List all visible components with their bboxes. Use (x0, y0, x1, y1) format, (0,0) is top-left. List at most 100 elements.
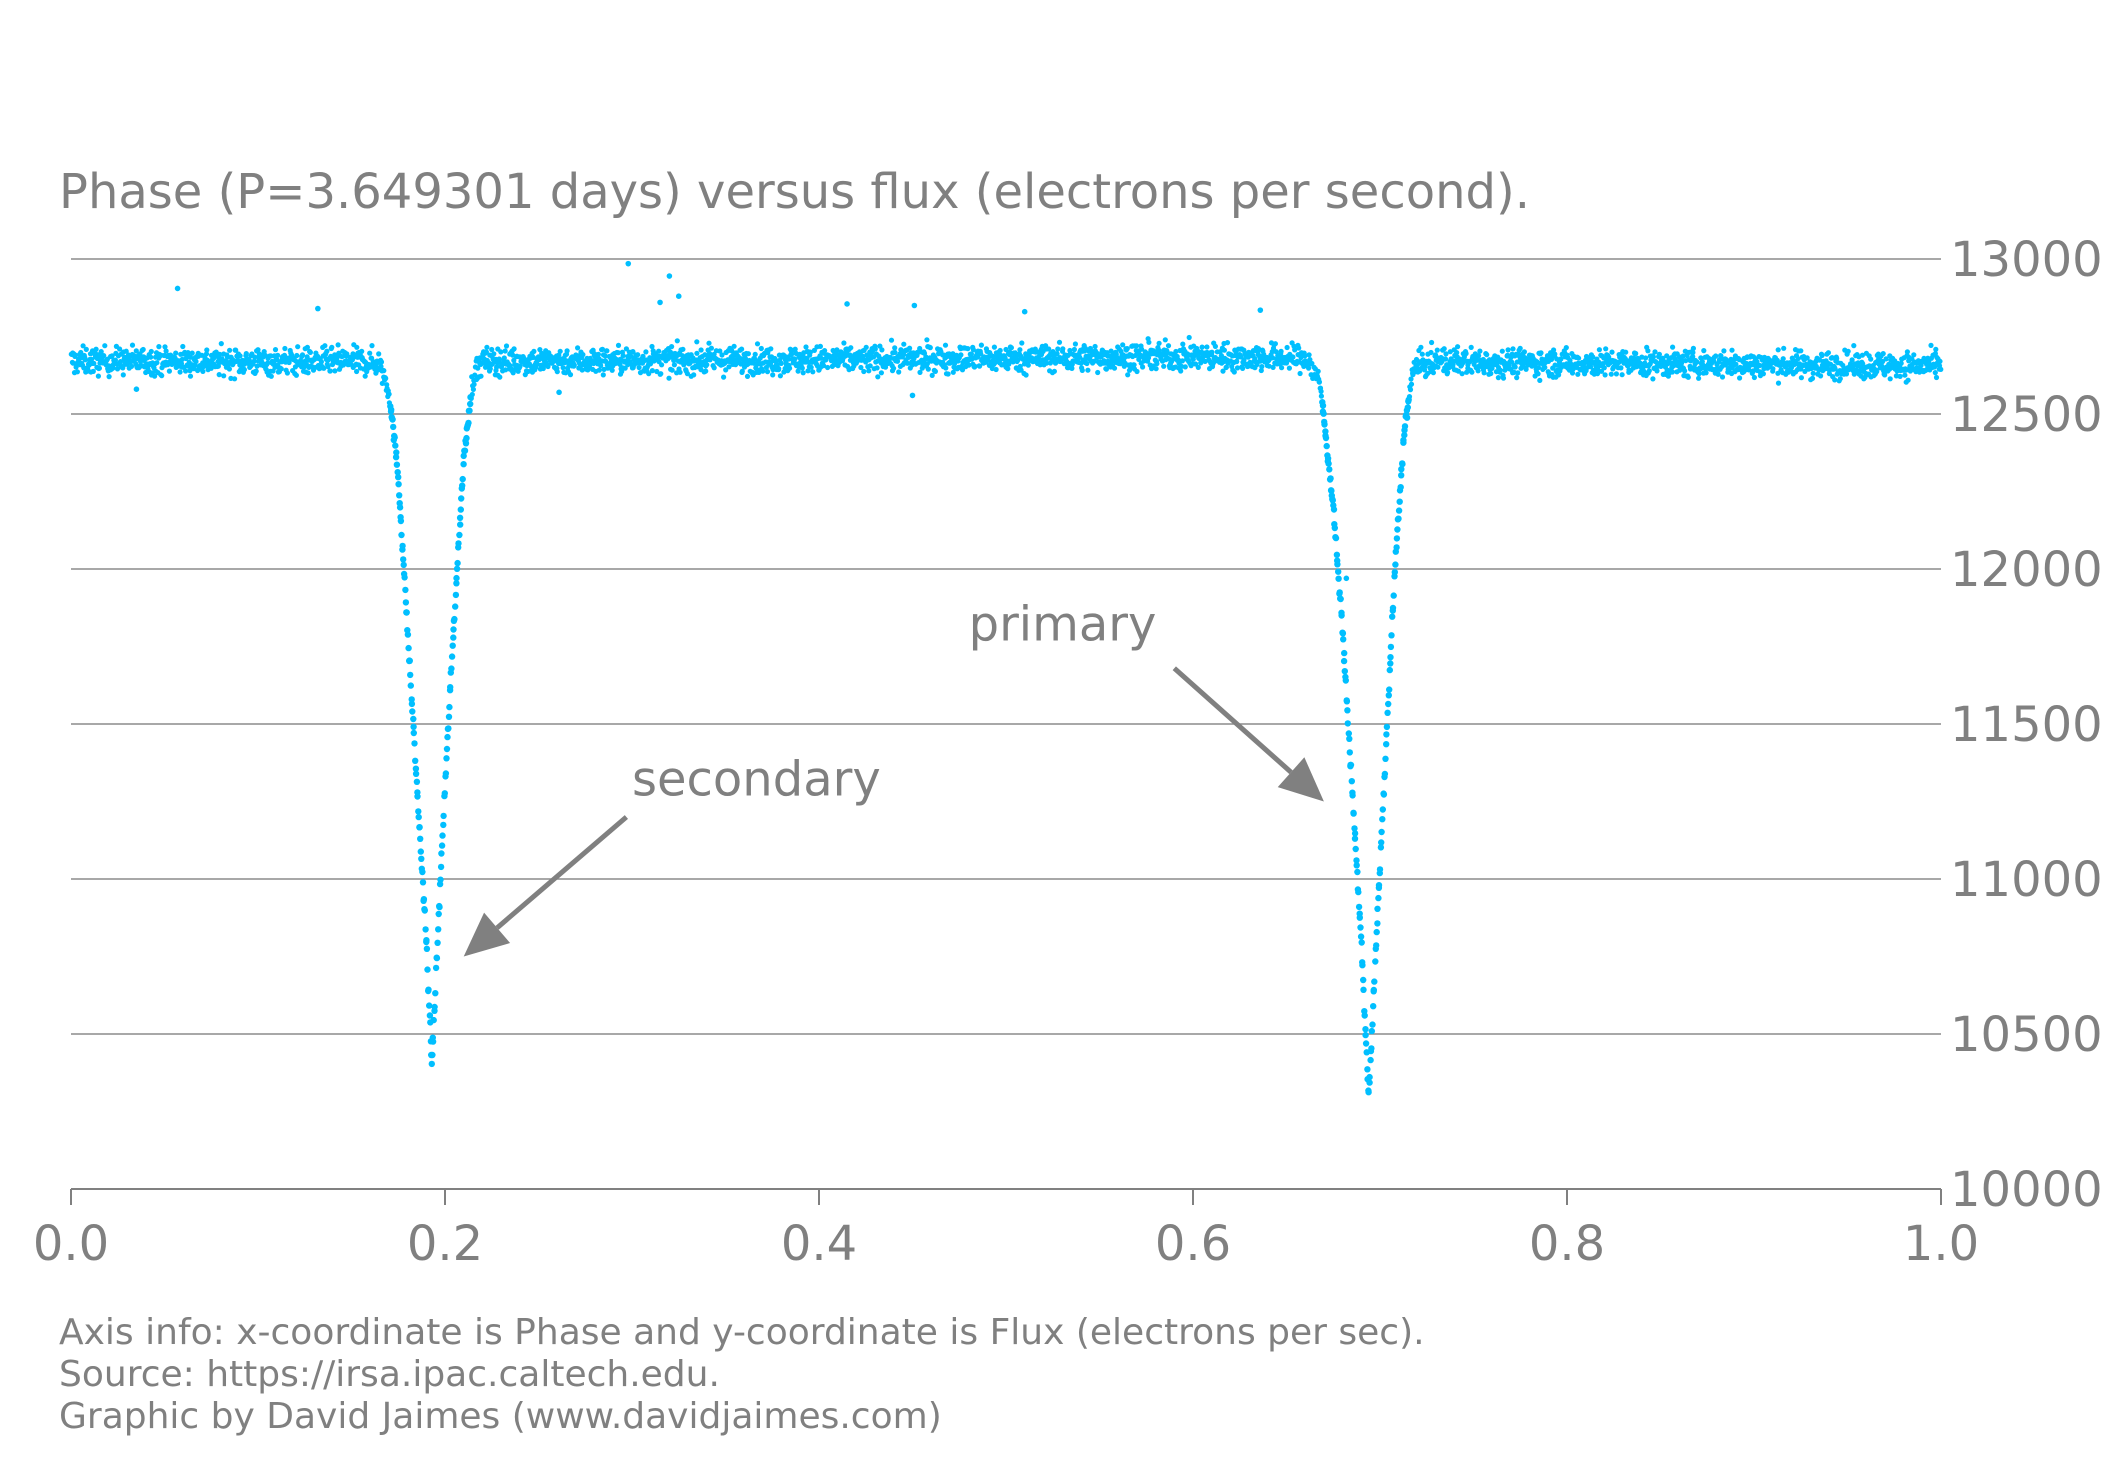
data-point (1325, 460, 1332, 467)
data-point (183, 368, 189, 374)
data-point (1054, 351, 1060, 357)
data-point (1780, 356, 1786, 362)
data-point (417, 835, 424, 842)
data-point (968, 351, 975, 357)
data-point (203, 351, 210, 357)
data-point (1186, 334, 1192, 341)
data-point (1234, 365, 1241, 371)
data-point (83, 346, 89, 352)
data-point (1840, 362, 1846, 368)
data-point (844, 301, 850, 307)
data-point (1231, 369, 1237, 375)
data-point (114, 366, 121, 372)
data-point (1318, 388, 1324, 394)
data-point (1371, 978, 1378, 985)
data-point (1373, 928, 1380, 936)
data-point (1834, 355, 1840, 362)
data-point (649, 368, 656, 374)
data-point (770, 372, 776, 378)
data-point (630, 349, 636, 355)
data-point (1551, 347, 1557, 353)
data-point (400, 561, 407, 569)
data-point (658, 371, 664, 377)
data-point (1397, 484, 1404, 491)
data-point (1845, 348, 1851, 354)
data-point (1429, 339, 1435, 346)
data-point (875, 374, 881, 380)
data-point (441, 790, 448, 797)
data-point (1393, 535, 1401, 542)
data-point (1746, 367, 1752, 373)
data-point (708, 345, 715, 351)
data-point (1650, 354, 1656, 360)
data-point (643, 349, 649, 355)
data-point (738, 361, 744, 367)
data-point (1384, 709, 1391, 716)
data-point (1025, 362, 1031, 368)
data-point (615, 342, 622, 348)
data-point (1575, 371, 1581, 377)
data-point (1255, 346, 1262, 352)
data-point (669, 367, 675, 373)
data-point (243, 351, 249, 357)
data-point (1334, 561, 1341, 568)
data-point (1331, 524, 1339, 532)
data-point (966, 362, 972, 368)
data-point (719, 352, 725, 358)
data-point (1809, 375, 1816, 381)
data-point (1379, 806, 1387, 813)
data-point (1367, 1056, 1374, 1064)
data-point (841, 340, 847, 346)
data-point (439, 832, 446, 839)
data-point (1139, 346, 1145, 352)
data-point (825, 364, 831, 371)
data-point (494, 364, 500, 370)
data-point (1656, 351, 1662, 357)
data-point (1378, 839, 1385, 846)
data-point (1569, 370, 1576, 376)
data-point (1937, 358, 1943, 364)
y-tick-label: 12000 (1950, 542, 2103, 598)
data-point (1851, 343, 1857, 349)
data-point (322, 343, 328, 349)
data-point (1355, 903, 1363, 911)
data-point (1428, 349, 1434, 356)
data-point (1182, 364, 1188, 370)
data-point (1361, 1012, 1368, 1019)
data-point (362, 373, 368, 379)
data-point (1938, 366, 1944, 372)
data-point (1535, 371, 1541, 377)
data-point (425, 986, 432, 993)
data-point (706, 340, 712, 346)
data-point (1669, 369, 1675, 375)
data-point (1095, 369, 1101, 376)
data-point (166, 368, 172, 374)
data-point (511, 357, 517, 363)
data-point (1302, 353, 1308, 359)
data-point (564, 348, 570, 354)
data-point (1810, 370, 1816, 376)
data-point (1818, 373, 1824, 379)
data-point (1905, 377, 1911, 383)
data-point (1887, 376, 1893, 382)
data-point (677, 369, 683, 375)
data-point (315, 305, 321, 312)
data-point (1323, 442, 1330, 450)
data-point (1351, 825, 1358, 832)
data-point (1459, 371, 1465, 377)
data-point (401, 574, 408, 581)
data-point (768, 346, 774, 352)
data-point (1883, 356, 1889, 362)
data-point (1352, 845, 1359, 853)
data-point (1390, 592, 1397, 599)
data-point (1378, 828, 1385, 836)
data-point (1318, 393, 1324, 399)
data-point (154, 360, 160, 366)
data-point (410, 723, 417, 730)
data-point (1825, 350, 1831, 356)
data-point (180, 343, 186, 350)
data-point (1164, 349, 1170, 355)
data-point (1514, 375, 1520, 381)
data-point (698, 347, 704, 353)
data-point (391, 434, 398, 441)
